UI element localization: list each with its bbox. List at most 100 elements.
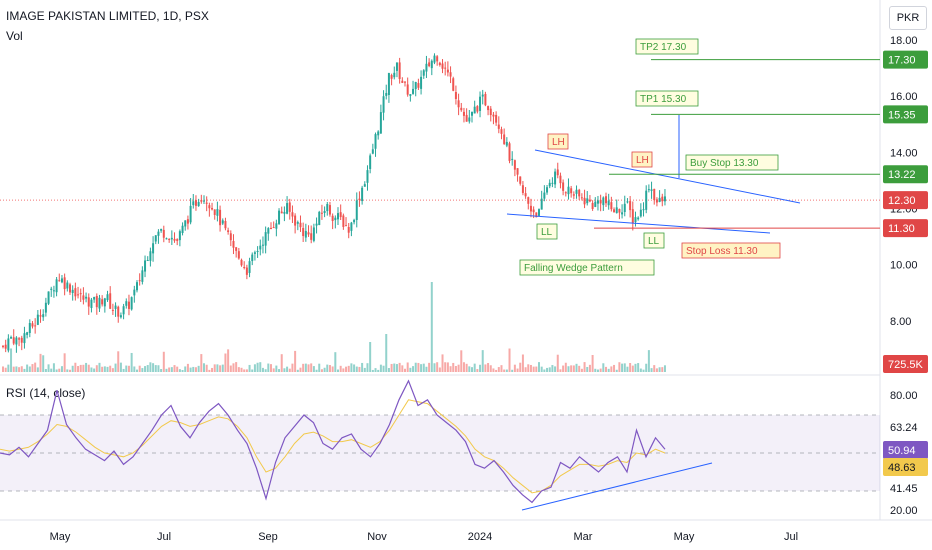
volume-bar — [460, 350, 463, 372]
candle-body — [237, 251, 240, 259]
candle-body — [524, 193, 527, 197]
candle-body — [7, 338, 10, 351]
volume-bar — [578, 365, 581, 372]
candle-body — [377, 131, 380, 136]
volume-bar — [160, 369, 163, 372]
volume-bar — [259, 362, 262, 372]
volume-bar — [90, 367, 93, 372]
candle-body — [607, 200, 610, 206]
currency-button[interactable]: PKR — [889, 6, 927, 30]
candle-body — [441, 63, 444, 69]
candle-body — [203, 200, 205, 202]
candle-body — [548, 182, 551, 187]
volume-bar — [355, 366, 358, 372]
volume-bar — [583, 362, 586, 372]
volume-bar — [436, 362, 439, 372]
volume-bar — [58, 368, 61, 372]
candle-body — [315, 223, 318, 226]
candle-body — [374, 134, 377, 149]
volume-bar — [412, 366, 415, 372]
candle-body — [605, 196, 607, 204]
candle-body — [596, 200, 599, 204]
candle-body — [168, 238, 171, 240]
candle-body — [39, 315, 42, 317]
volume-bar — [564, 362, 567, 372]
rsi-tick: 63.24 — [890, 422, 918, 434]
volume-bar — [4, 367, 7, 372]
volume-bar — [623, 363, 626, 372]
candle-body — [602, 197, 605, 206]
volume-bar — [334, 352, 337, 372]
volume-bar — [200, 354, 203, 372]
volume-bar — [339, 365, 342, 372]
candle-body — [379, 112, 382, 134]
candle-body — [261, 244, 264, 246]
candle-body — [74, 288, 77, 297]
candle-body — [82, 295, 85, 300]
volume-bar — [540, 366, 543, 372]
candle-body — [205, 202, 208, 204]
volume-bar — [216, 364, 219, 372]
candle-body — [173, 238, 176, 241]
candle-body — [278, 210, 281, 224]
candle-body — [438, 62, 441, 65]
candle-body — [481, 94, 484, 97]
volume-bar — [548, 367, 551, 372]
volume-bar — [513, 364, 516, 372]
candle-body — [366, 170, 369, 183]
volume-bar — [347, 365, 350, 372]
candle-body — [219, 209, 222, 226]
candle-body — [127, 301, 130, 309]
volume-bar — [615, 369, 618, 372]
lh-annotation: LH — [552, 137, 565, 148]
volume-bar — [661, 367, 664, 372]
candle-body — [538, 209, 540, 216]
price-tick: 18.00 — [890, 35, 918, 47]
volume-bar — [71, 365, 74, 372]
candle-body — [111, 309, 114, 311]
candle-body — [505, 141, 508, 146]
volume-bar — [331, 366, 334, 372]
pattern-annotation-box — [519, 259, 655, 276]
volume-bar — [398, 362, 401, 372]
volume-bar — [125, 365, 128, 372]
candle-body — [117, 306, 120, 317]
candle-body — [422, 70, 425, 76]
candle-body — [320, 212, 323, 214]
candle-body — [460, 107, 463, 111]
candle-body — [347, 227, 350, 233]
candle-body — [503, 134, 506, 145]
candle-body — [387, 73, 390, 95]
candle-body — [296, 222, 299, 224]
volume-bar — [165, 368, 168, 372]
time-tick: Jul — [157, 531, 171, 543]
candle-body — [318, 211, 321, 226]
candle-body — [304, 230, 307, 238]
volume-bar — [554, 366, 557, 372]
volume-bar — [221, 364, 224, 372]
candle-body — [130, 297, 133, 310]
volume-bar — [342, 368, 345, 372]
candle-body — [637, 217, 640, 220]
candle-body — [444, 67, 447, 69]
volume-bar — [492, 368, 495, 372]
volume-bar — [645, 363, 648, 372]
volume-bar — [149, 362, 152, 372]
candle-body — [414, 81, 417, 90]
volume-bar — [261, 367, 264, 372]
volume-bar — [414, 362, 417, 372]
price-badge-label: 11.30 — [888, 223, 915, 235]
candle-body — [34, 325, 37, 327]
candle-body — [409, 94, 412, 96]
candle-body — [580, 197, 583, 199]
volume-bar — [299, 367, 302, 372]
volume-bar — [562, 365, 565, 372]
volume-bar — [363, 367, 366, 372]
candle-body — [165, 238, 168, 240]
volume-bar — [406, 362, 409, 372]
candle-body — [610, 202, 613, 210]
volume-bar — [438, 367, 441, 372]
price-badge-label: 725.5K — [888, 359, 924, 371]
volume-bar — [15, 366, 18, 372]
